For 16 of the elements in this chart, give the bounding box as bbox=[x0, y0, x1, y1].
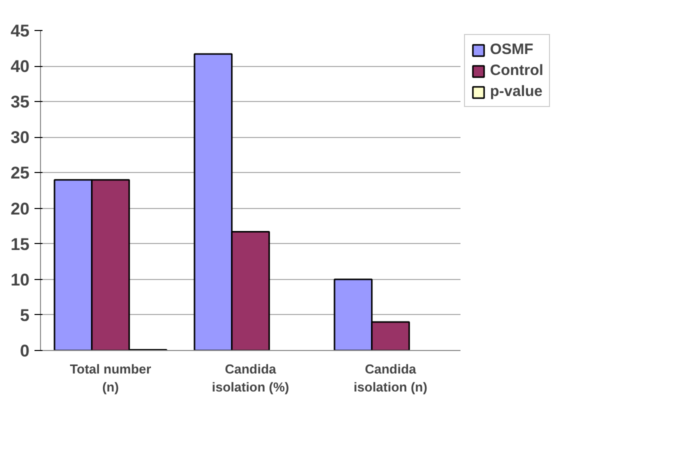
x-tick-label: Candida isolation (n) bbox=[354, 362, 428, 394]
legend-label: p-value bbox=[490, 83, 543, 100]
legend-label: Control bbox=[490, 62, 544, 79]
y-tick-label: 45 bbox=[10, 22, 30, 40]
y-tick-label: 20 bbox=[10, 199, 30, 218]
y-tick-label: 35 bbox=[10, 92, 30, 112]
y-tick-label: 25 bbox=[10, 164, 30, 183]
y-tick-label: 30 bbox=[10, 128, 30, 148]
legend-label: OSMF bbox=[490, 41, 534, 58]
y-tick-label: 10 bbox=[10, 270, 30, 290]
y-tick-label: 15 bbox=[10, 234, 30, 254]
y-tick-label: 40 bbox=[10, 57, 30, 76]
x-tick-label: Total number (n) bbox=[70, 362, 152, 394]
y-tick-label: 5 bbox=[20, 306, 30, 325]
y-tick-label: 0 bbox=[20, 342, 30, 360]
x-tick-label: Candida isolation (%) bbox=[212, 362, 290, 394]
